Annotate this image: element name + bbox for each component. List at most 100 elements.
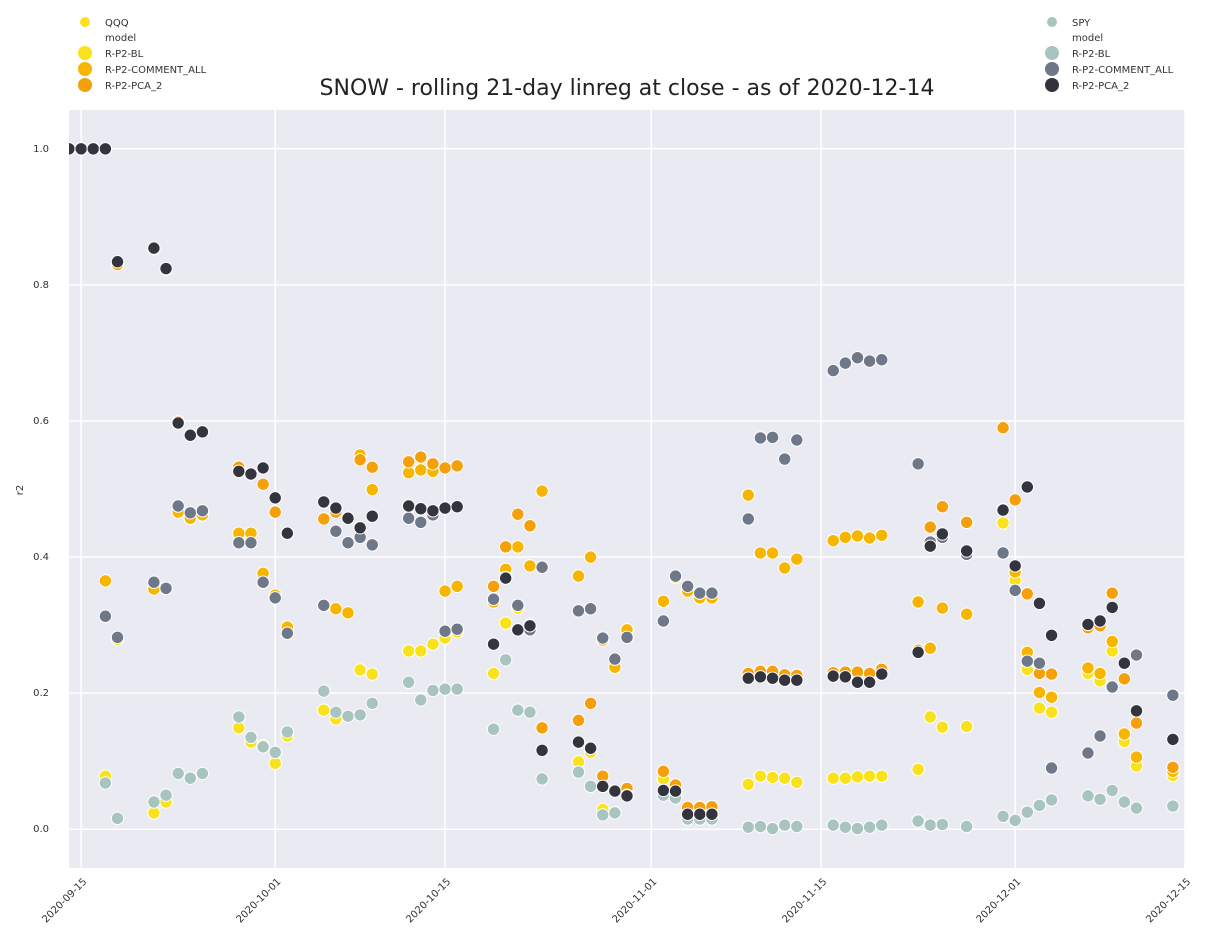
legend-label: R-P2-COMMENT_ALL (105, 65, 207, 76)
point (183, 428, 198, 442)
point (365, 667, 379, 681)
point (1081, 617, 1095, 632)
point (596, 808, 610, 822)
point (1008, 813, 1022, 828)
plot-background (69, 110, 1185, 868)
point (911, 762, 925, 777)
point (317, 703, 331, 717)
point (486, 666, 501, 681)
point (159, 261, 173, 276)
x-tick-label: 2020-11-15 (780, 876, 829, 925)
point (862, 675, 877, 689)
point (656, 783, 671, 798)
legend-label: R-P2-COMMENT_ALL (1072, 65, 1174, 76)
point (256, 740, 270, 754)
point (862, 769, 877, 783)
point (110, 630, 125, 645)
point (401, 644, 416, 658)
point (959, 719, 974, 734)
point (511, 623, 525, 637)
point (571, 713, 586, 728)
point (523, 559, 537, 573)
point (923, 520, 937, 534)
point (765, 671, 780, 685)
point (511, 598, 525, 613)
point (256, 575, 270, 589)
point (511, 507, 525, 521)
point (765, 770, 780, 785)
point (1032, 685, 1047, 700)
point (850, 770, 865, 784)
legend-marker (1045, 62, 1059, 76)
point (777, 452, 792, 466)
point (232, 464, 246, 479)
point (232, 536, 246, 550)
point (183, 771, 198, 785)
point (583, 696, 598, 711)
point (1105, 634, 1119, 649)
grid (69, 110, 1186, 868)
point (680, 807, 695, 821)
point (826, 534, 840, 548)
point (426, 637, 440, 651)
point (862, 531, 877, 545)
point (486, 579, 501, 594)
point (523, 519, 537, 533)
point (656, 764, 671, 779)
legend-marker (1047, 17, 1057, 27)
point (996, 503, 1010, 517)
point (656, 614, 671, 628)
point (1105, 783, 1119, 798)
point (341, 536, 355, 550)
point (583, 602, 598, 616)
point (450, 499, 464, 514)
point (1117, 672, 1132, 686)
point (317, 598, 331, 613)
point (996, 546, 1010, 560)
point (875, 667, 889, 681)
point (583, 550, 598, 564)
point (875, 769, 889, 783)
x-tick-label: 2020-10-01 (235, 876, 284, 925)
point (826, 669, 840, 683)
point (790, 775, 804, 789)
y-tick-label: 1.0 (33, 144, 49, 155)
point (935, 817, 950, 832)
point (741, 671, 756, 685)
point (365, 509, 379, 523)
point (705, 586, 719, 600)
point (693, 807, 707, 821)
point (838, 530, 853, 545)
point (1105, 600, 1119, 615)
point (838, 771, 853, 785)
point (195, 425, 210, 439)
point (1117, 727, 1132, 741)
point (1093, 666, 1107, 681)
point (583, 741, 598, 755)
point (790, 673, 804, 687)
point (365, 460, 379, 474)
point (923, 710, 937, 724)
point (620, 630, 634, 645)
point (280, 526, 295, 540)
point (608, 784, 622, 798)
point (110, 811, 125, 826)
point (741, 488, 756, 502)
point (753, 670, 768, 684)
point (608, 652, 622, 666)
point (596, 779, 610, 794)
point (911, 457, 925, 471)
point (401, 511, 416, 525)
y-tick-label: 0.8 (33, 280, 49, 291)
point (438, 461, 452, 475)
point (511, 540, 525, 554)
point (826, 363, 840, 378)
point (753, 769, 768, 783)
point (1020, 805, 1035, 819)
point (765, 821, 780, 836)
point (923, 818, 937, 832)
point (996, 516, 1010, 530)
point (850, 821, 865, 836)
